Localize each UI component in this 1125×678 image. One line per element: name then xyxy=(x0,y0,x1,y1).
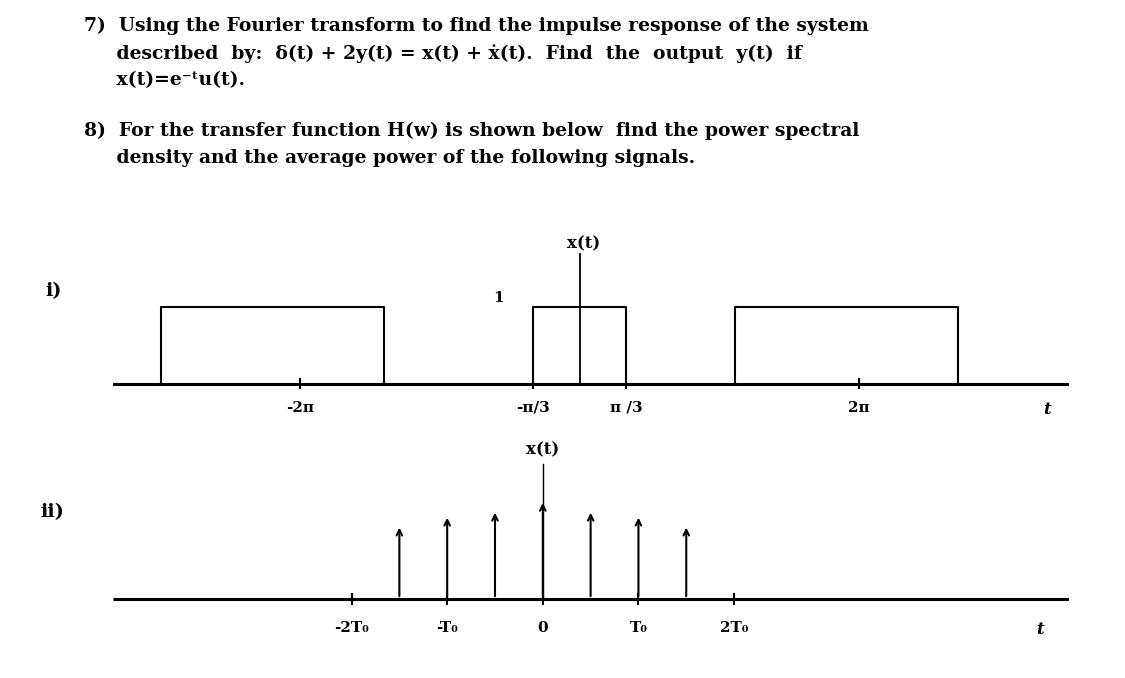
Text: density and the average power of the following signals.: density and the average power of the fol… xyxy=(84,149,695,167)
Text: x(t): x(t) xyxy=(567,235,601,252)
Text: t: t xyxy=(1043,401,1051,418)
Text: 8)  For the transfer function H(w) is shown below  find the power spectral: 8) For the transfer function H(w) is sho… xyxy=(84,122,860,140)
Text: 7)  Using the Fourier transform to find the impulse response of the system: 7) Using the Fourier transform to find t… xyxy=(84,17,870,35)
Text: 2π: 2π xyxy=(848,401,870,415)
Text: T₀: T₀ xyxy=(630,621,647,635)
Text: π /3: π /3 xyxy=(610,401,642,415)
Text: i): i) xyxy=(45,283,62,300)
Text: x(t)=e⁻ᵗu(t).: x(t)=e⁻ᵗu(t). xyxy=(84,71,245,89)
Text: 0: 0 xyxy=(538,621,548,635)
Text: -T₀: -T₀ xyxy=(436,621,458,635)
Text: x(t): x(t) xyxy=(526,441,559,458)
Text: 1: 1 xyxy=(493,291,504,305)
Text: ii): ii) xyxy=(40,503,64,521)
Text: described  by:  ẟ(t) + 2y(t) = x(t) + ẋ(t).  Find  the  output  y(t)  if: described by: ẟ(t) + 2y(t) = x(t) + ẋ(t)… xyxy=(84,44,802,63)
Text: -2T₀: -2T₀ xyxy=(334,621,369,635)
Text: t: t xyxy=(1036,621,1044,638)
Text: -π/3: -π/3 xyxy=(516,401,550,415)
Text: -2π: -2π xyxy=(286,401,314,415)
Text: 2T₀: 2T₀ xyxy=(720,621,748,635)
